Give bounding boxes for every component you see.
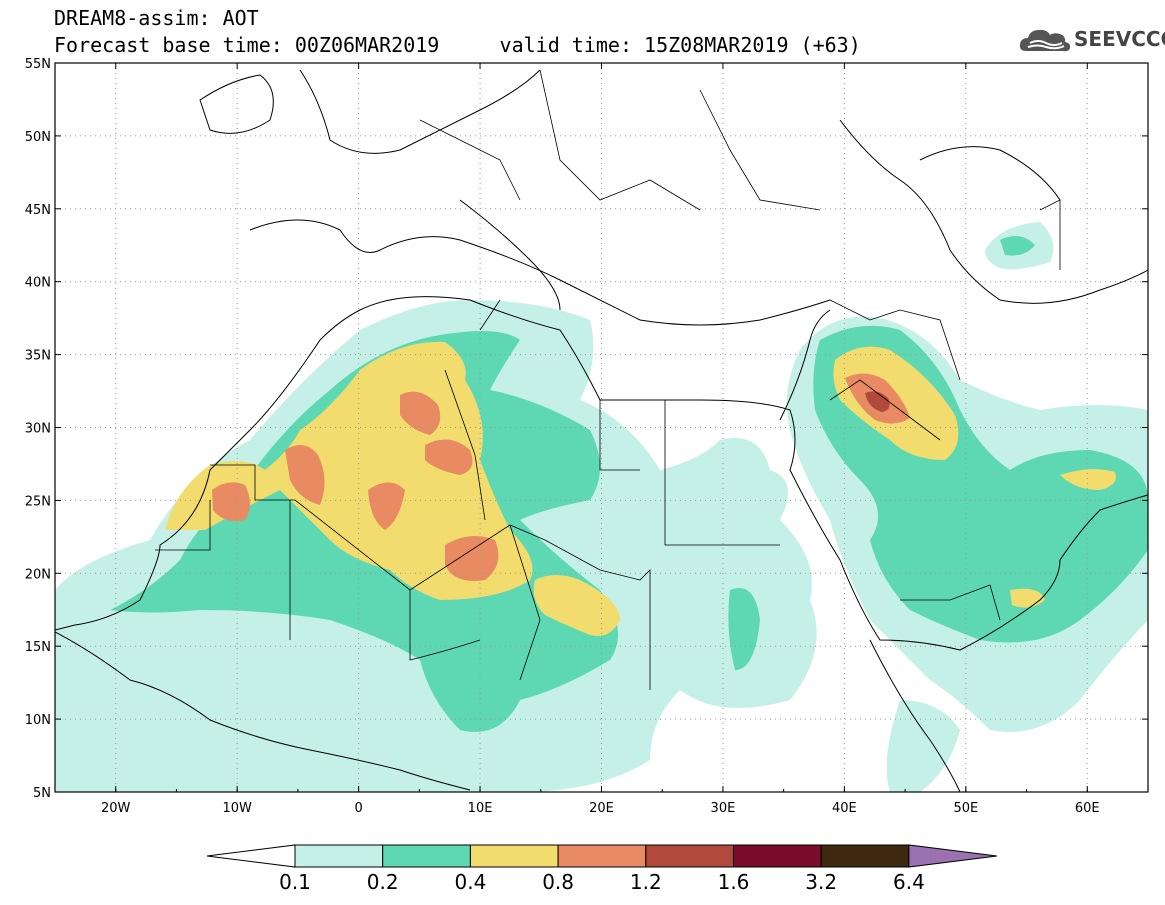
valid-time-label: valid time: 15Z08MAR2019 (+63) (499, 33, 861, 57)
colorbar-label: 1.6 (718, 870, 750, 894)
colorbar-label: 3.2 (805, 870, 837, 894)
lat-tick-label: 35N (25, 349, 51, 364)
lon-tick-labels: 20W 10W 0 10E 20E 30E 40E 50E 60E (101, 801, 1100, 816)
lon-tick-label: 30E (711, 801, 736, 816)
seevccc-logo: SEEVCCC (1018, 25, 1165, 55)
lon-tick-label: 20E (589, 801, 614, 816)
lat-tick-label: 30N (25, 422, 51, 437)
colorbar-labels: 0.1 0.2 0.4 0.8 1.2 1.6 3.2 6.4 (279, 870, 925, 894)
axis-ticks (54, 62, 1149, 793)
colorbar-label: 0.2 (367, 870, 399, 894)
colorbar-min-arrow (206, 844, 296, 868)
colorbar-label: 0.8 (542, 870, 574, 894)
lat-tick-labels: 55N 50N 45N 40N 35N 30N 25N 20N 15N 10N 5N (25, 57, 51, 801)
colorbar-box (733, 844, 822, 868)
colorbar-boxes (206, 844, 997, 868)
colorbar-box (645, 844, 734, 868)
colorbar-label: 6.4 (893, 870, 925, 894)
colorbar-box (469, 844, 559, 868)
lat-tick-label: 5N (33, 786, 51, 801)
lon-tick-label: 10E (468, 801, 493, 816)
colorbar-box (820, 844, 910, 868)
cloud-icon (1019, 29, 1071, 52)
aot-field (55, 222, 1148, 792)
colorbar-label: 0.4 (454, 870, 486, 894)
lon-tick-label: 60E (1075, 801, 1100, 816)
title-line-1: DREAM8-assim: AOT (54, 6, 259, 30)
lat-tick-label: 10N (25, 713, 51, 728)
lat-tick-label: 40N (25, 276, 51, 291)
lat-tick-label: 45N (25, 203, 51, 218)
country-borders (155, 69, 1061, 690)
lon-tick-label: 50E (953, 801, 978, 816)
logo-text: SEEVCCC (1074, 27, 1165, 51)
lat-tick-label: 25N (25, 494, 51, 509)
aot-level-1-2 (865, 391, 890, 412)
title-line-2: Forecast base time: 00Z06MAR2019 valid t… (54, 33, 861, 57)
aot-level-0-8 (212, 373, 910, 581)
lat-tick-label: 50N (25, 130, 51, 145)
lat-tick-label: 15N (25, 640, 51, 655)
colorbar-box (557, 844, 647, 868)
base-time-label: Forecast base time: 00Z06MAR2019 (54, 33, 440, 57)
lon-tick-label: 0 (354, 801, 362, 816)
colorbar-label: 1.2 (630, 870, 662, 894)
lon-tick-label: 10W (222, 801, 252, 816)
coastlines (55, 69, 1148, 792)
colorbar-label: 0.1 (279, 870, 311, 894)
lon-tick-label: 20W (101, 801, 131, 816)
colorbar-box (382, 844, 471, 868)
colorbar-box (294, 844, 384, 868)
map-gridlines (55, 63, 1148, 792)
colorbar-max-arrow (908, 844, 997, 868)
lat-tick-label: 20N (25, 567, 51, 582)
lat-tick-label: 55N (25, 57, 51, 72)
lon-tick-label: 40E (832, 801, 857, 816)
